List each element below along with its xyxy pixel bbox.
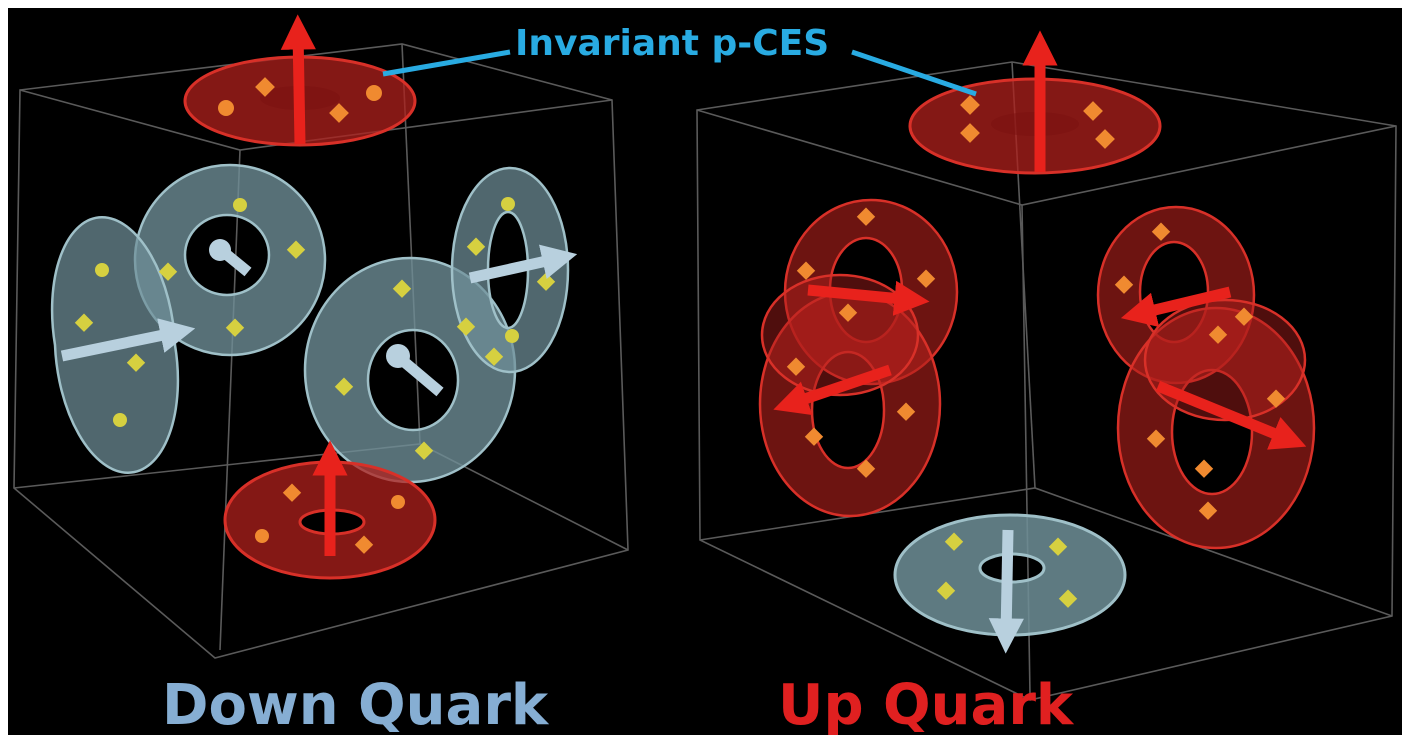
diamond-marker-icon — [218, 77, 382, 123]
diamond-marker-icon — [936, 532, 1078, 608]
down-quark-title: Down Quark — [162, 673, 549, 735]
diamond-marker-icon — [255, 483, 405, 554]
red-torus-icon — [758, 198, 959, 518]
spin-arrow-icon — [209, 239, 410, 368]
red-ring-icon — [223, 460, 437, 580]
spin-arrow-icon — [773, 280, 1307, 450]
spin-arrow-icon — [60, 244, 578, 397]
blue-torus-icon — [50, 163, 570, 484]
down-quark-panel — [13, 14, 629, 659]
diamond-marker-icon — [74, 197, 556, 460]
red-torus-icon — [1096, 205, 1316, 550]
up-quark-panel — [696, 30, 1397, 701]
spin-arrow-icon — [988, 529, 1024, 654]
up-quark-title: Up Quark — [778, 673, 1074, 735]
spin-arrow-icon — [280, 14, 316, 145]
callout-leader — [382, 49, 977, 97]
invariant-pces-label: Invariant p-CES — [515, 23, 830, 64]
